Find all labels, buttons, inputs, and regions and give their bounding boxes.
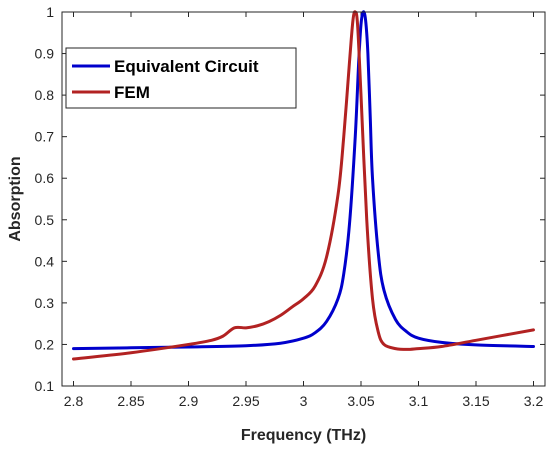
series-line-equivalent-circuit — [72, 10, 535, 351]
y-tick-label: 0.3 — [35, 295, 55, 311]
legend: Equivalent Circuit FEM — [65, 47, 297, 109]
y-tick-label: 0.8 — [35, 87, 55, 103]
y-tick-label: 0.4 — [35, 253, 55, 269]
x-tick-label: 3.2 — [524, 393, 544, 409]
x-tick-label: 3.1 — [409, 393, 429, 409]
x-tick-label: 2.9 — [179, 393, 199, 409]
legend-label-fem: FEM — [114, 83, 150, 102]
legend-label-equivalent-circuit: Equivalent Circuit — [114, 57, 259, 76]
y-tick-label: 0.1 — [35, 378, 55, 394]
y-tick-label: 0.7 — [35, 129, 55, 145]
x-axis-label: Frequency (THz) — [241, 427, 366, 444]
x-tick-label: 3.05 — [347, 393, 374, 409]
x-tick-label: 3 — [300, 393, 308, 409]
plot-frame — [61, 11, 546, 387]
y-tick-label: 0.5 — [35, 212, 55, 228]
y-tick-label: 0.2 — [35, 336, 55, 352]
x-tick-label: 2.85 — [117, 393, 144, 409]
y-tick-label: 0.9 — [35, 46, 55, 62]
plot-series — [72, 10, 535, 361]
y-axis-label: Absorption — [7, 156, 24, 241]
y-tick-label: 0.6 — [35, 170, 55, 186]
legend-box — [65, 47, 297, 109]
x-tick-label: 2.8 — [64, 393, 84, 409]
y-tick-label: 1 — [46, 4, 54, 20]
series-line-fem — [72, 10, 535, 361]
axis-ticks: 2.8 2.85 2.9 2.95 3 3.05 3.1 3.15 3.2 0.1 0.2 0.3 0.… — [35, 4, 545, 409]
x-tick-label: 2.95 — [232, 393, 259, 409]
x-tick-label: 3.15 — [462, 393, 489, 409]
